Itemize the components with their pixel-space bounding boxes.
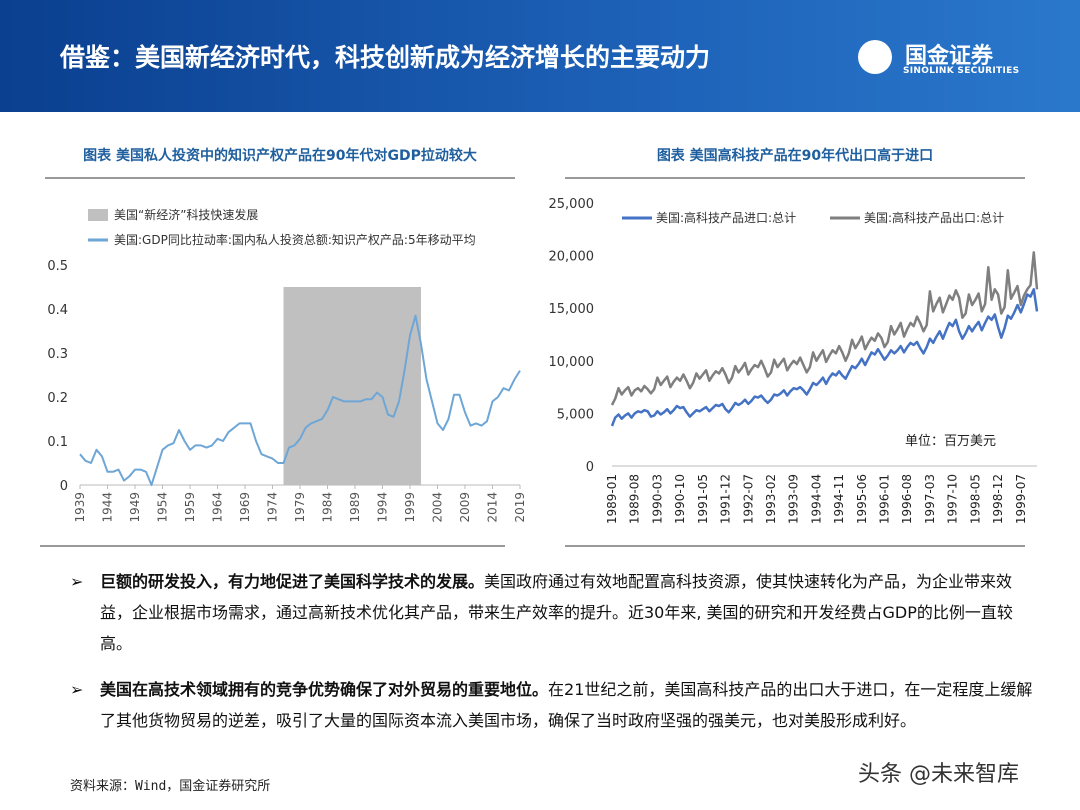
x-tick-label: 1969 xyxy=(238,492,252,523)
x-tick-label: 1996-01 xyxy=(878,474,892,524)
bullet: ➢ 巨额的研发投入，有力地促进了美国科学技术的发展。美国政府通过有效地配置高科技资… xyxy=(70,566,1033,659)
x-tick-label: 1998-05 xyxy=(968,474,982,524)
x-tick-label: 1996-08 xyxy=(900,474,914,524)
x-tick-label: 1959 xyxy=(183,492,197,523)
y-tick-label: 0.2 xyxy=(47,391,68,406)
y-tick-label: 10,000 xyxy=(549,355,595,370)
x-tick-label: 1990-03 xyxy=(650,474,664,524)
x-tick-label: 1999-07 xyxy=(1014,474,1028,524)
x-tick-label: 1995-06 xyxy=(855,474,869,524)
x-tick-label: 1939 xyxy=(73,492,87,523)
bullet-text: 美国政府通过有效地配置高科技资源，使其快速转化为产品，为企业带来效益，企业根据市… xyxy=(100,572,1013,653)
x-tick-label: 1949 xyxy=(128,492,142,523)
x-tick-label: 2004 xyxy=(431,492,445,523)
bullet-bold: 美国在高技术领域拥有的竞争优势确保了对外贸易的重要地位。 xyxy=(100,680,549,699)
x-tick-label: 1944 xyxy=(101,492,115,523)
logo-subtext: SINOLINK SECURITIES xyxy=(903,66,1020,76)
x-tick-label: 1989-01 xyxy=(605,474,619,524)
watermark: 头条 @未来智库 xyxy=(858,762,1019,787)
x-tick-label: 1994 xyxy=(376,492,390,523)
bullet-bold: 巨额的研发投入，有力地促进了美国科学技术的发展。 xyxy=(100,572,485,591)
y-tick-label: 25,000 xyxy=(549,197,595,212)
x-tick-label: 1974 xyxy=(266,492,280,523)
annotation: 单位：百万美元 xyxy=(905,434,996,449)
legend-label: 美国:高科技产品出口:总计 xyxy=(864,210,1004,225)
y-tick-label: 15,000 xyxy=(549,302,595,317)
series-line xyxy=(79,314,521,486)
x-tick-label: 1991-12 xyxy=(719,474,733,524)
legend-label: 美国:GDP同比拉动率:国内私人投资总额:知识产权产品:5年移动平均 xyxy=(114,232,476,247)
x-tick-label: 1954 xyxy=(156,492,170,523)
x-tick-label: 1990-10 xyxy=(673,474,687,524)
header-bar: 借鉴：美国新经济时代，科技创新成为经济增长的主要动力 国金证券 SINOLINK… xyxy=(0,0,1080,112)
bullet: ➢ 美国在高技术领域拥有的竞争优势确保了对外贸易的重要地位。在21世纪之前，美国高… xyxy=(70,674,1033,736)
x-tick-label: 1989 xyxy=(348,492,362,523)
y-tick-label: 0.1 xyxy=(47,435,68,450)
y-tick-label: 0 xyxy=(586,460,594,475)
bullet-text: 在21世纪之前，美国高科技产品的出口大于进口，在一定程度上缓解了其他货物贸易的逆… xyxy=(100,680,1033,730)
x-tick-label: 1964 xyxy=(211,492,225,523)
bullet-icon: ➢ xyxy=(70,680,84,699)
series-line xyxy=(610,251,1039,406)
x-tick-label: 1994-04 xyxy=(809,474,823,524)
slide-title: 借鉴：美国新经济时代，科技创新成为经济增长的主要动力 xyxy=(60,43,711,72)
x-tick-label: 1992-07 xyxy=(741,474,755,524)
x-tick-label: 1994-11 xyxy=(832,474,846,524)
y-tick-label: 0 xyxy=(60,479,68,494)
x-tick-label: 1991-05 xyxy=(696,474,710,524)
x-tick-label: 1979 xyxy=(293,492,307,523)
legend-label: 美国:高科技产品进口:总计 xyxy=(656,210,796,225)
x-tick-label: 2019 xyxy=(513,492,527,523)
source: 资料来源：Wind，国金证券研究所 xyxy=(70,779,271,794)
x-tick-label: 1997-03 xyxy=(923,474,937,524)
chart-title: 图表 美国高科技产品在90年代出口高于进口 xyxy=(657,147,933,164)
x-tick-label: 1998-12 xyxy=(991,474,1005,524)
bullet-icon: ➢ xyxy=(70,572,84,591)
chart-title: 图表 美国私人投资中的知识产权产品在90年代对GDP拉动较大 xyxy=(83,147,477,164)
x-tick-label: 1993-09 xyxy=(787,474,801,524)
y-tick-label: 0.3 xyxy=(47,347,68,362)
logo-icon xyxy=(858,40,892,74)
y-tick-label: 20,000 xyxy=(549,250,595,265)
legend-label: 美国“新经济”科技快速发展 xyxy=(114,207,258,222)
legend-swatch xyxy=(88,209,108,221)
x-tick-label: 1989-08 xyxy=(628,474,642,524)
y-tick-label: 5,000 xyxy=(557,407,594,422)
y-tick-label: 0.5 xyxy=(47,259,68,274)
x-tick-label: 2009 xyxy=(458,492,472,523)
logo-text: 国金证券 xyxy=(905,44,994,69)
x-tick-label: 1999 xyxy=(403,492,417,523)
x-tick-label: 1993-02 xyxy=(764,474,778,524)
shade-region xyxy=(283,287,421,485)
x-tick-label: 1984 xyxy=(321,492,335,523)
series-line xyxy=(610,288,1039,427)
x-tick-label: 2014 xyxy=(486,492,500,523)
y-tick-label: 0.4 xyxy=(47,303,68,318)
x-tick-label: 1997-10 xyxy=(946,474,960,524)
